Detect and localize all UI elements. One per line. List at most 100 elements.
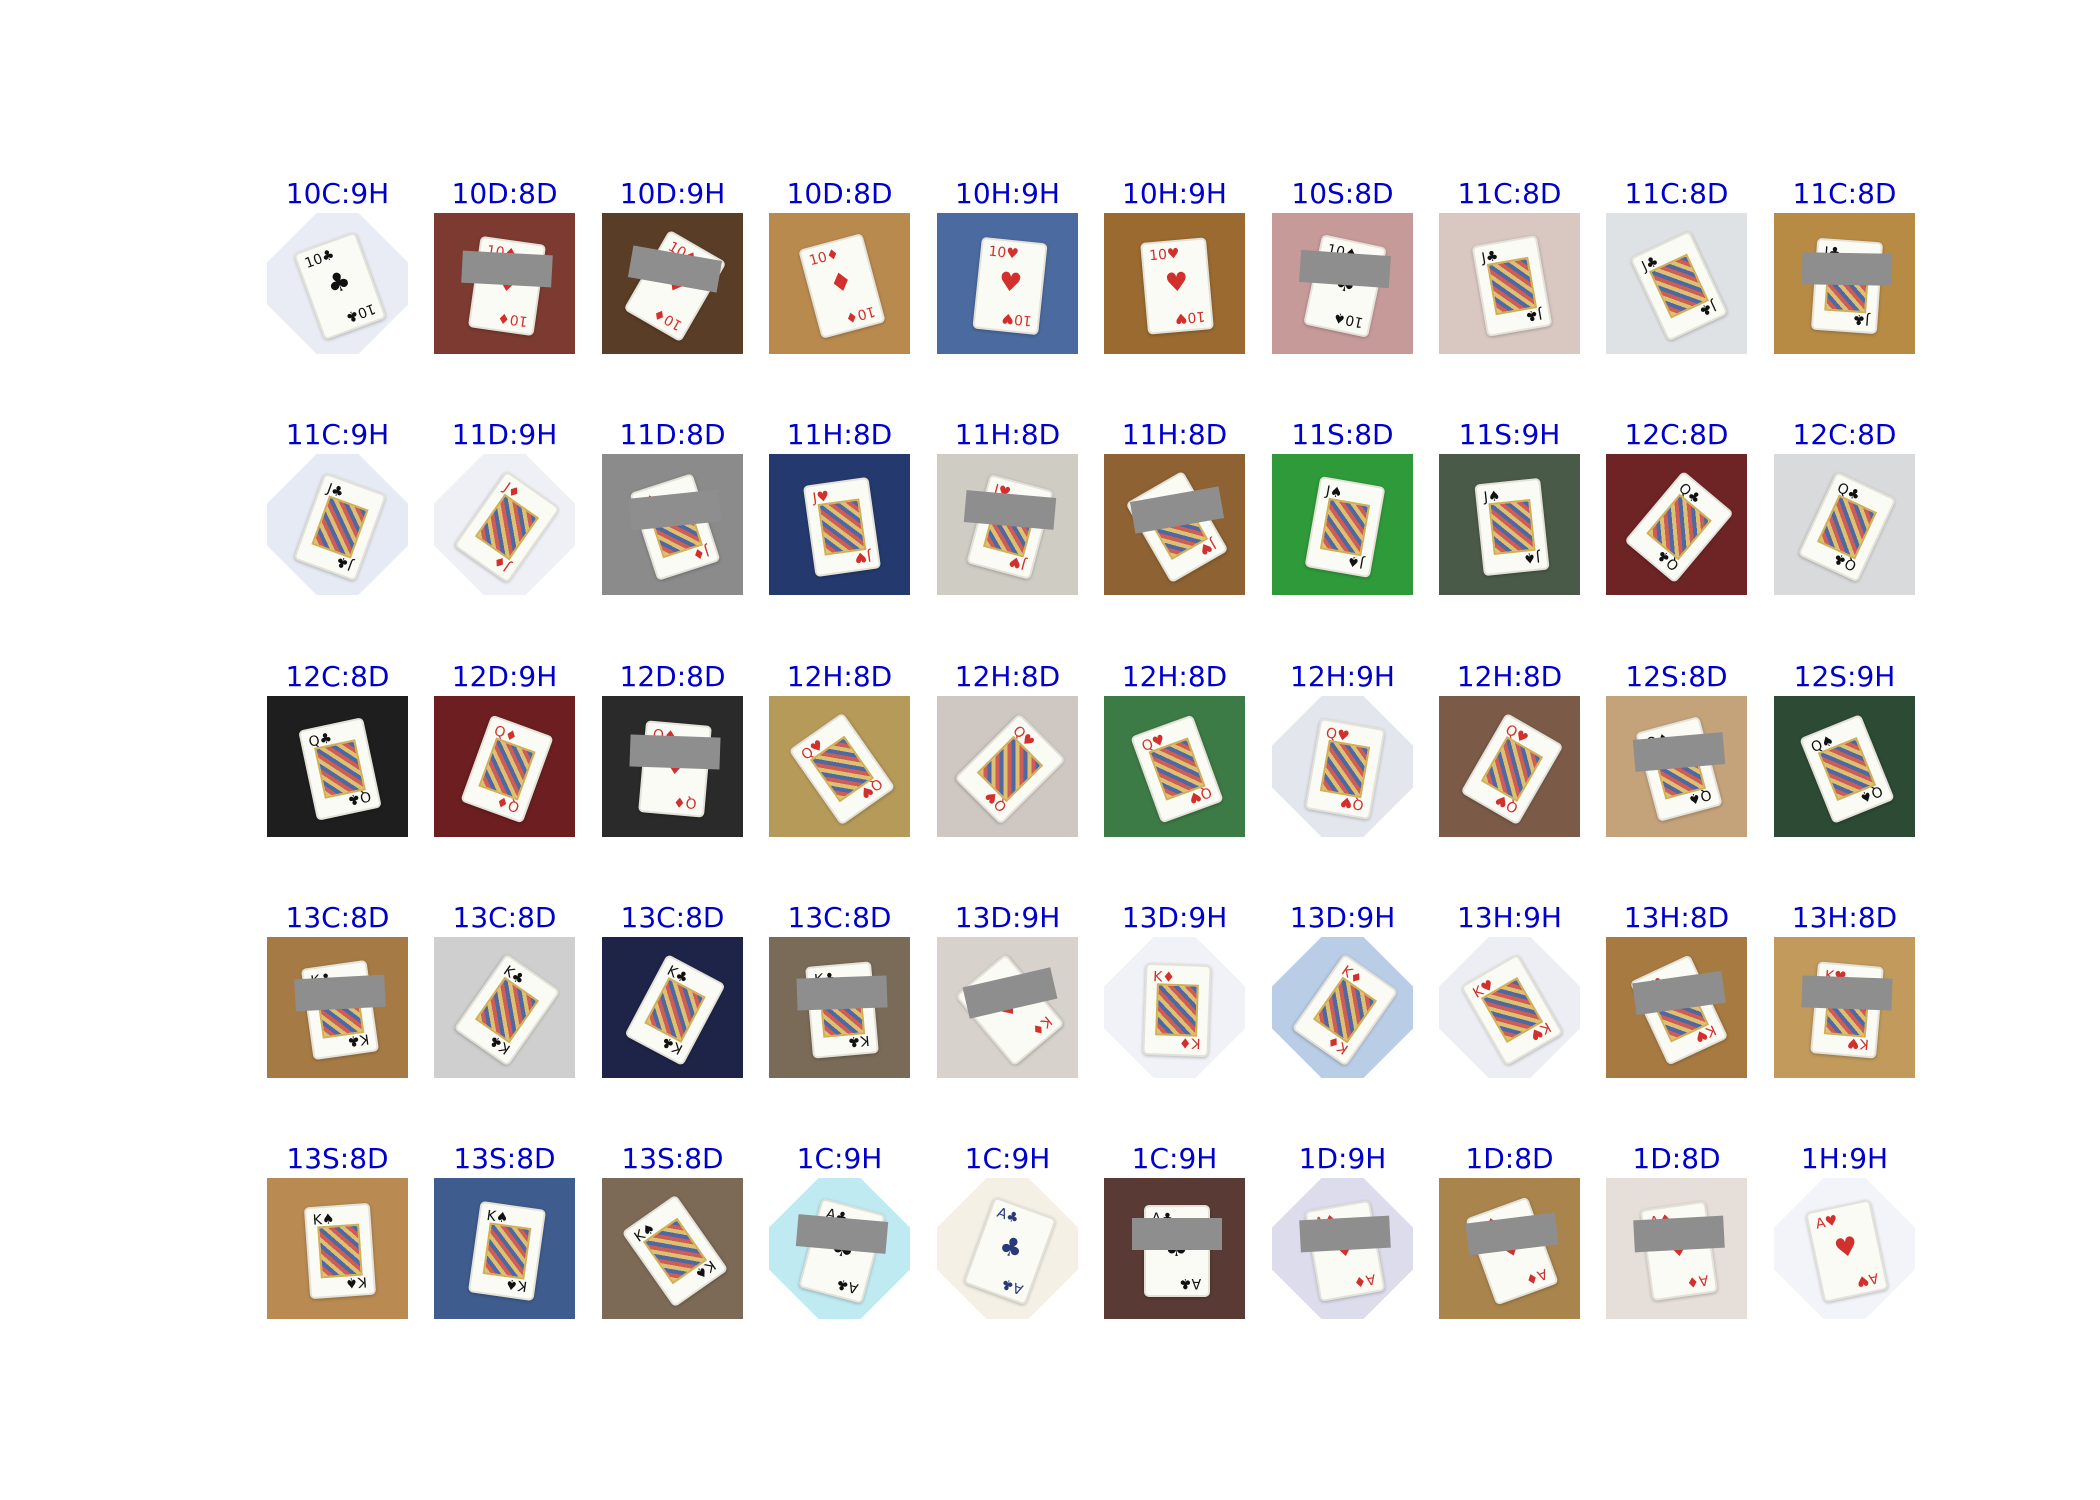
thumbnail-label: 1D:8D [1465, 1142, 1554, 1175]
thumbnail-label: 13D:9H [1289, 901, 1396, 934]
thumbnail-label: 13D:9H [1121, 901, 1228, 934]
card-photo: 10♦♦10♦ [769, 213, 910, 354]
thumbnail-label: 12C:8D [1624, 418, 1729, 451]
court-card-face [477, 736, 536, 801]
card-corner-index: J♥ [1007, 551, 1028, 572]
card-photo: 10♣ ♣ 10♣ [267, 213, 408, 354]
thumbnail-label: 1C:9H [964, 1142, 1051, 1175]
card-photo: A♦♦A♦ [1439, 1178, 1580, 1319]
court-card-face [1486, 256, 1537, 315]
thumbnail-label: 11D:8D [619, 418, 726, 451]
thumbnail-label: 13C:8D [285, 901, 390, 934]
card-photo: Q♥ Q♥ [937, 696, 1078, 837]
card-photo: Q♣ Q♣ [1774, 454, 1915, 595]
court-card-face [1480, 735, 1543, 802]
thumbnail-label: 13D:9H [954, 901, 1061, 934]
card-photo: K♦ K♦ [1104, 937, 1245, 1078]
thumbnail-label: 11H:8D [1121, 418, 1228, 451]
card-photo: J♣J♣ [1606, 213, 1747, 354]
card-corner-index: 10♥ [987, 243, 1020, 263]
thumbnail-label: 1H:9H [1800, 1142, 1889, 1175]
card-photo: 10♥ ♥ 10♥ [1104, 213, 1245, 354]
thumbnail-label: 13S:8D [286, 1142, 389, 1175]
suit-icon: ♣ [994, 1229, 1027, 1266]
court-card-face [316, 1223, 363, 1278]
card-corner-index: 10♦ [495, 308, 528, 329]
thumbnail-label: 12D:8D [619, 660, 726, 693]
thumbnail-label: 12H:8D [786, 660, 893, 693]
card-photo: K♦ K♦ [1272, 937, 1413, 1078]
card-photo: J♣J♣ [1439, 213, 1580, 354]
card-photo: K♥K♥ [1439, 937, 1580, 1078]
card-corner-index: A♥ [1813, 1211, 1839, 1233]
redaction-box [1298, 249, 1392, 289]
thumbnail-label: 1D:8D [1632, 1142, 1721, 1175]
thumbnail-label: 1C:9H [1131, 1142, 1218, 1175]
redaction-box [294, 974, 386, 1012]
card-corner-index: J♥ [853, 546, 872, 565]
court-card-face [482, 1221, 531, 1280]
playing-card: K♠ K♠ [303, 1202, 376, 1299]
redaction-box [461, 250, 553, 288]
playing-card: J♥J♥ [802, 476, 881, 577]
card-photo: A♣♣A♣ [937, 1178, 1078, 1319]
card-corner-index: Q♥ [1338, 792, 1365, 813]
card-corner-index: 10♠ [1330, 307, 1364, 330]
redaction-box [1633, 1215, 1725, 1253]
card-photo: K♣K♣ [769, 937, 910, 1078]
card-photo: K♠ K♠ [434, 1178, 575, 1319]
thumbnail-label: 13S:8D [453, 1142, 556, 1175]
thumbnail-label: 10S:8D [1291, 177, 1394, 210]
thumbnail-label: 1C:9H [796, 1142, 883, 1175]
card-photo: Q♠Q♠ [1606, 696, 1747, 837]
card-photo: Q♠Q♠ [1774, 696, 1915, 837]
redaction-box [1801, 252, 1893, 286]
suit-icon: ♥ [996, 266, 1023, 299]
card-photo: Q♣ Q♣ [267, 696, 408, 837]
court-card-face [474, 976, 539, 1043]
card-photo: J♠ J♠ [1439, 454, 1580, 595]
thumbnail-label: 12S:9H [1793, 660, 1896, 693]
redaction-box [629, 734, 721, 770]
thumbnail-label: 12C:8D [1792, 418, 1897, 451]
thumbnail-label: 10D:9H [619, 177, 726, 210]
card-photo: K♥K♥ [1774, 937, 1915, 1078]
card-corner-index: 10♦ [649, 303, 685, 333]
playing-card: K♦ K♦ [1141, 962, 1212, 1057]
thumbnail-label: 11H:8D [954, 418, 1061, 451]
thumbnail-label: 13C:8D [452, 901, 557, 934]
card-corner-index: Q♦ [672, 792, 698, 811]
card-photo: K♥K♥ [1606, 937, 1747, 1078]
card-corner-index: K♦ [1027, 1011, 1055, 1039]
thumbnail-label: 12H:8D [1456, 660, 1563, 693]
thumbnail-label: 12S:8D [1625, 660, 1728, 693]
court-card-face [1816, 494, 1877, 559]
card-photo: K♠ K♠ [267, 1178, 408, 1319]
playing-card: 10♥ ♥ 10♥ [971, 236, 1048, 335]
thumbnail-label: 1D:9H [1298, 1142, 1387, 1175]
card-photo: A♦♦A♦ [1272, 1178, 1413, 1319]
card-photo: Q♦♦Q♦ [602, 696, 743, 837]
court-card-face [976, 735, 1043, 802]
thumbnail-label: 10D:8D [451, 177, 558, 210]
thumbnail-label: 10H:9H [1122, 177, 1227, 210]
court-card-face [1154, 982, 1199, 1037]
redaction-box [796, 975, 888, 1011]
card-photo: J♠ J♠ [1272, 454, 1413, 595]
card-photo: Q♣ Q♣ [1606, 454, 1747, 595]
card-corner-index: A♦ [1522, 1264, 1549, 1288]
card-corner-index: 10♦ [806, 245, 841, 269]
card-photo: A♣♣A♣ [769, 1178, 910, 1319]
card-photo: K♣K♣ [434, 937, 575, 1078]
card-photo: A♦♦A♦ [1606, 1178, 1747, 1319]
redaction-box [1299, 1215, 1391, 1253]
thumbnail-label: 12H:8D [954, 660, 1061, 693]
card-photo: 10♠♠10♠ [1272, 213, 1413, 354]
card-photo: Q♥ Q♥ [769, 696, 910, 837]
redaction-box [1132, 1218, 1222, 1250]
card-corner-index: A♣ [998, 1274, 1025, 1297]
card-corner-index: A♣ [833, 1274, 860, 1296]
thumbnail-label: 11C:8D [1792, 177, 1897, 210]
court-card-face [1319, 497, 1370, 556]
thumbnail-label: 12H:9H [1290, 660, 1395, 693]
